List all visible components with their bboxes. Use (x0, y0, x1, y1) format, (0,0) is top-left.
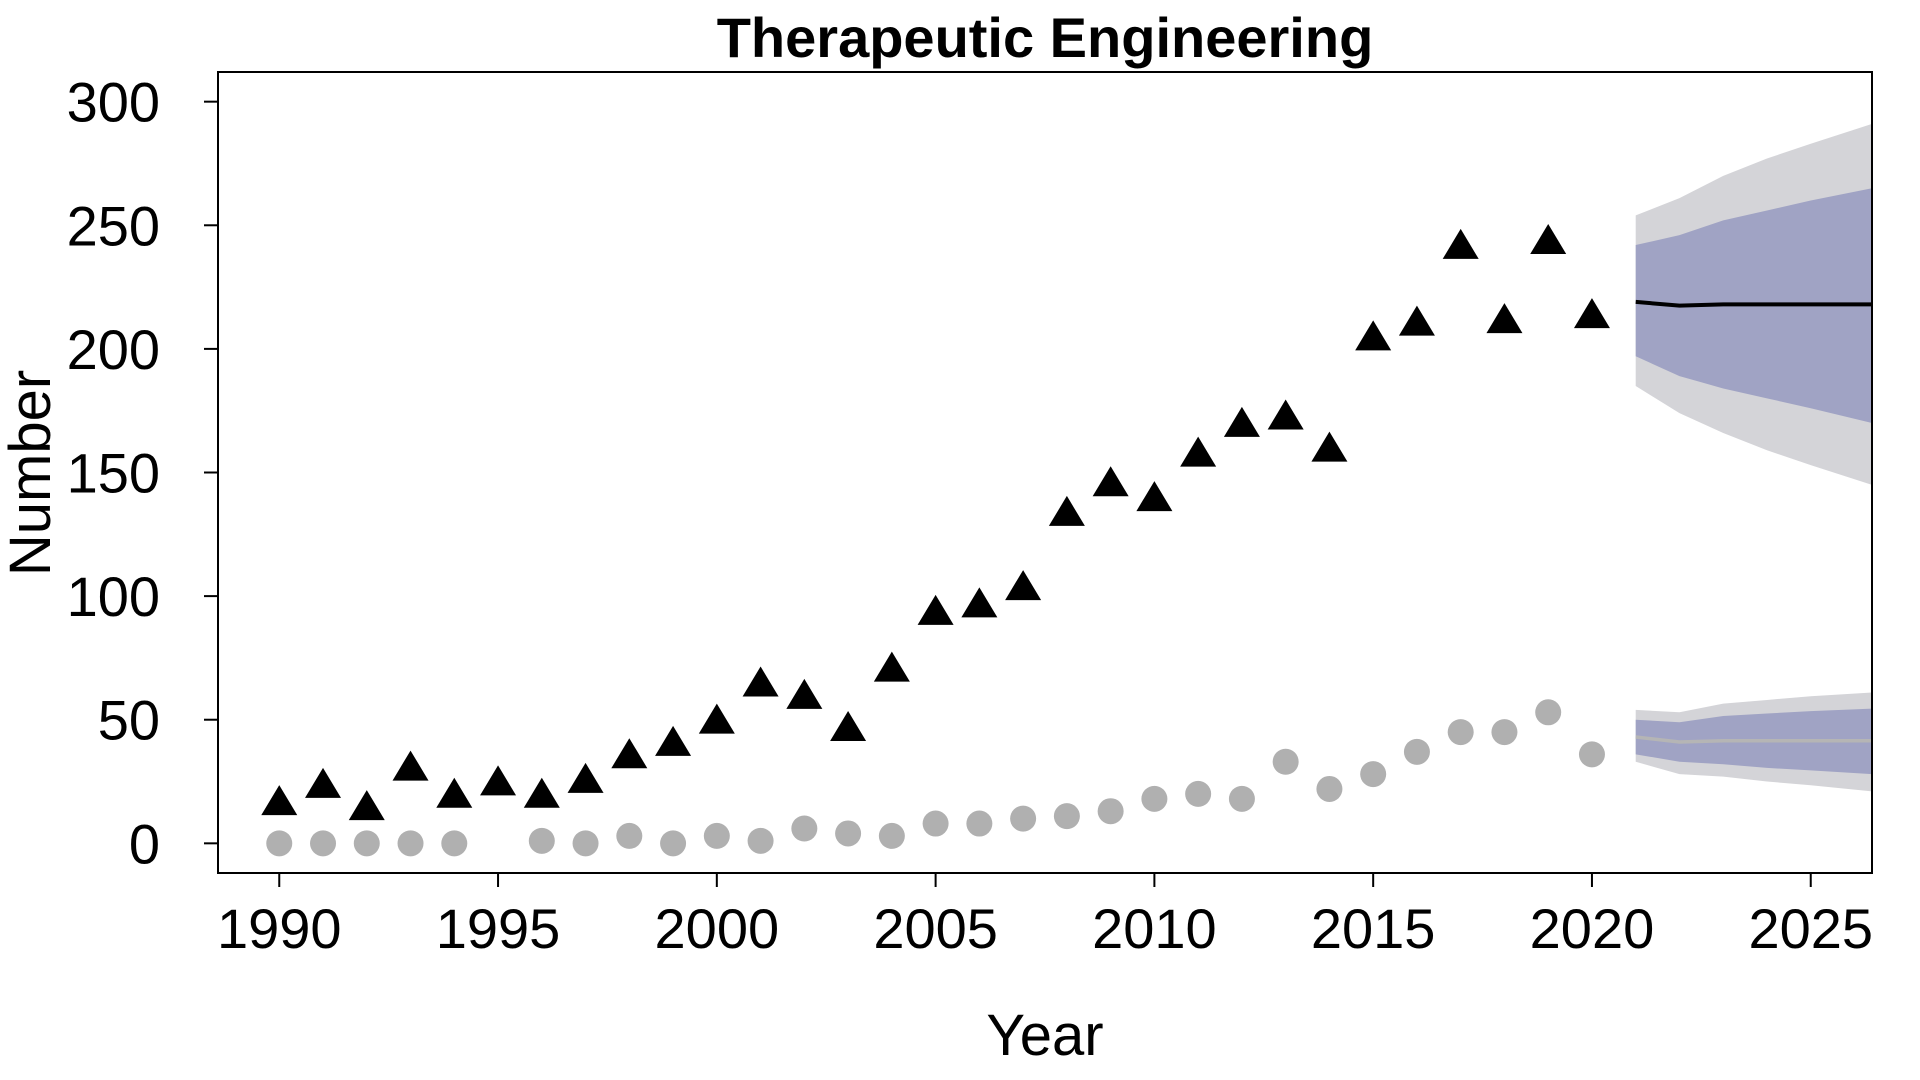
triangle-point (1005, 570, 1042, 601)
triangle-point (1048, 495, 1085, 526)
circle-point (1360, 761, 1387, 788)
x-tick-label: 2000 (655, 897, 780, 960)
triangle-point (1398, 305, 1435, 336)
x-axis: 1990 1995 2000 2005 2010 2015 2020 2025 (217, 873, 1873, 960)
x-tick-label: 1990 (217, 897, 342, 960)
triangle-point (830, 711, 867, 742)
y-tick-label: 300 (67, 71, 160, 134)
triangle-point (261, 785, 298, 816)
triangle-point (742, 666, 779, 697)
triangle-point (611, 738, 648, 769)
y-tick-label: 150 (67, 442, 160, 505)
data-points (261, 223, 1610, 857)
circle-point (1535, 699, 1562, 726)
circle-point (878, 822, 905, 849)
circle-point (966, 810, 993, 837)
circle-point (616, 822, 643, 849)
triangle-point (1442, 228, 1479, 259)
circle-point (703, 822, 730, 849)
triangle-point (1311, 431, 1348, 462)
triangle-point (917, 594, 954, 625)
circle-point (922, 810, 949, 837)
triangle-point (961, 587, 998, 618)
circle-point (747, 827, 774, 854)
x-tick-label: 2010 (1092, 897, 1217, 960)
triangle-point (523, 777, 560, 808)
circle-point (1141, 785, 1168, 812)
y-tick-label: 200 (67, 318, 160, 381)
y-axis: 0 50 100 150 200 250 300 (67, 71, 218, 875)
circle-point (1053, 803, 1080, 830)
circle-point (1403, 738, 1430, 765)
triangle-point (1573, 298, 1610, 329)
circle-point (310, 830, 337, 857)
circle-point (528, 827, 555, 854)
circle-point (266, 830, 293, 857)
triangle-point (567, 762, 604, 793)
forecast-lines (1635, 299, 1872, 744)
circle-point (1185, 780, 1212, 807)
circle-point (1097, 798, 1124, 825)
x-tick-label: 2005 (873, 897, 998, 960)
triangle-point (1092, 466, 1129, 497)
forecast-mean-line-1 (1635, 735, 1872, 744)
circle-point (353, 830, 380, 857)
triangle-point (1267, 399, 1304, 430)
triangle-point (1136, 481, 1173, 512)
triangle-point (1180, 436, 1217, 467)
triangle-point (348, 790, 385, 821)
circle-point (1228, 785, 1255, 812)
circle-point (1491, 719, 1518, 746)
circle-point (791, 815, 818, 842)
triangle-point (1355, 320, 1392, 351)
circle-point (397, 830, 424, 857)
x-axis-label: Year (986, 1003, 1103, 1068)
triangle-point (1223, 406, 1260, 437)
triangle-point (655, 725, 692, 756)
triangle-point (305, 767, 342, 798)
y-tick-label: 50 (98, 689, 160, 752)
x-tick-label: 2020 (1530, 897, 1655, 960)
x-tick-label: 1995 (436, 897, 561, 960)
circle-point (835, 820, 862, 847)
x-tick-label: 2015 (1311, 897, 1436, 960)
y-tick-label: 100 (67, 565, 160, 628)
y-tick-label: 0 (129, 812, 160, 875)
triangle-point (786, 678, 823, 709)
circle-point (1447, 719, 1474, 746)
x-tick-label: 2025 (1748, 897, 1873, 960)
y-tick-label: 250 (67, 194, 160, 257)
circle-point (1272, 748, 1299, 775)
circle-point (572, 830, 599, 857)
triangle-point (436, 777, 473, 808)
triangle-point (1486, 303, 1523, 334)
chart-title: Therapeutic Engineering (717, 6, 1374, 69)
circle-point (1010, 805, 1037, 832)
triangle-point (480, 765, 517, 796)
triangle-point (392, 750, 429, 781)
triangle-point (698, 703, 735, 734)
triangle-point (873, 651, 910, 682)
circle-point (441, 830, 468, 857)
circle-point (660, 830, 687, 857)
forecast-bands (1635, 123, 1872, 792)
circle-point (1578, 741, 1605, 768)
triangle-point (1530, 223, 1567, 254)
forecast-mean-line-0 (1635, 299, 1872, 308)
y-axis-label: Number (0, 370, 63, 576)
plot-frame (217, 71, 1873, 874)
circle-point (1316, 775, 1343, 802)
